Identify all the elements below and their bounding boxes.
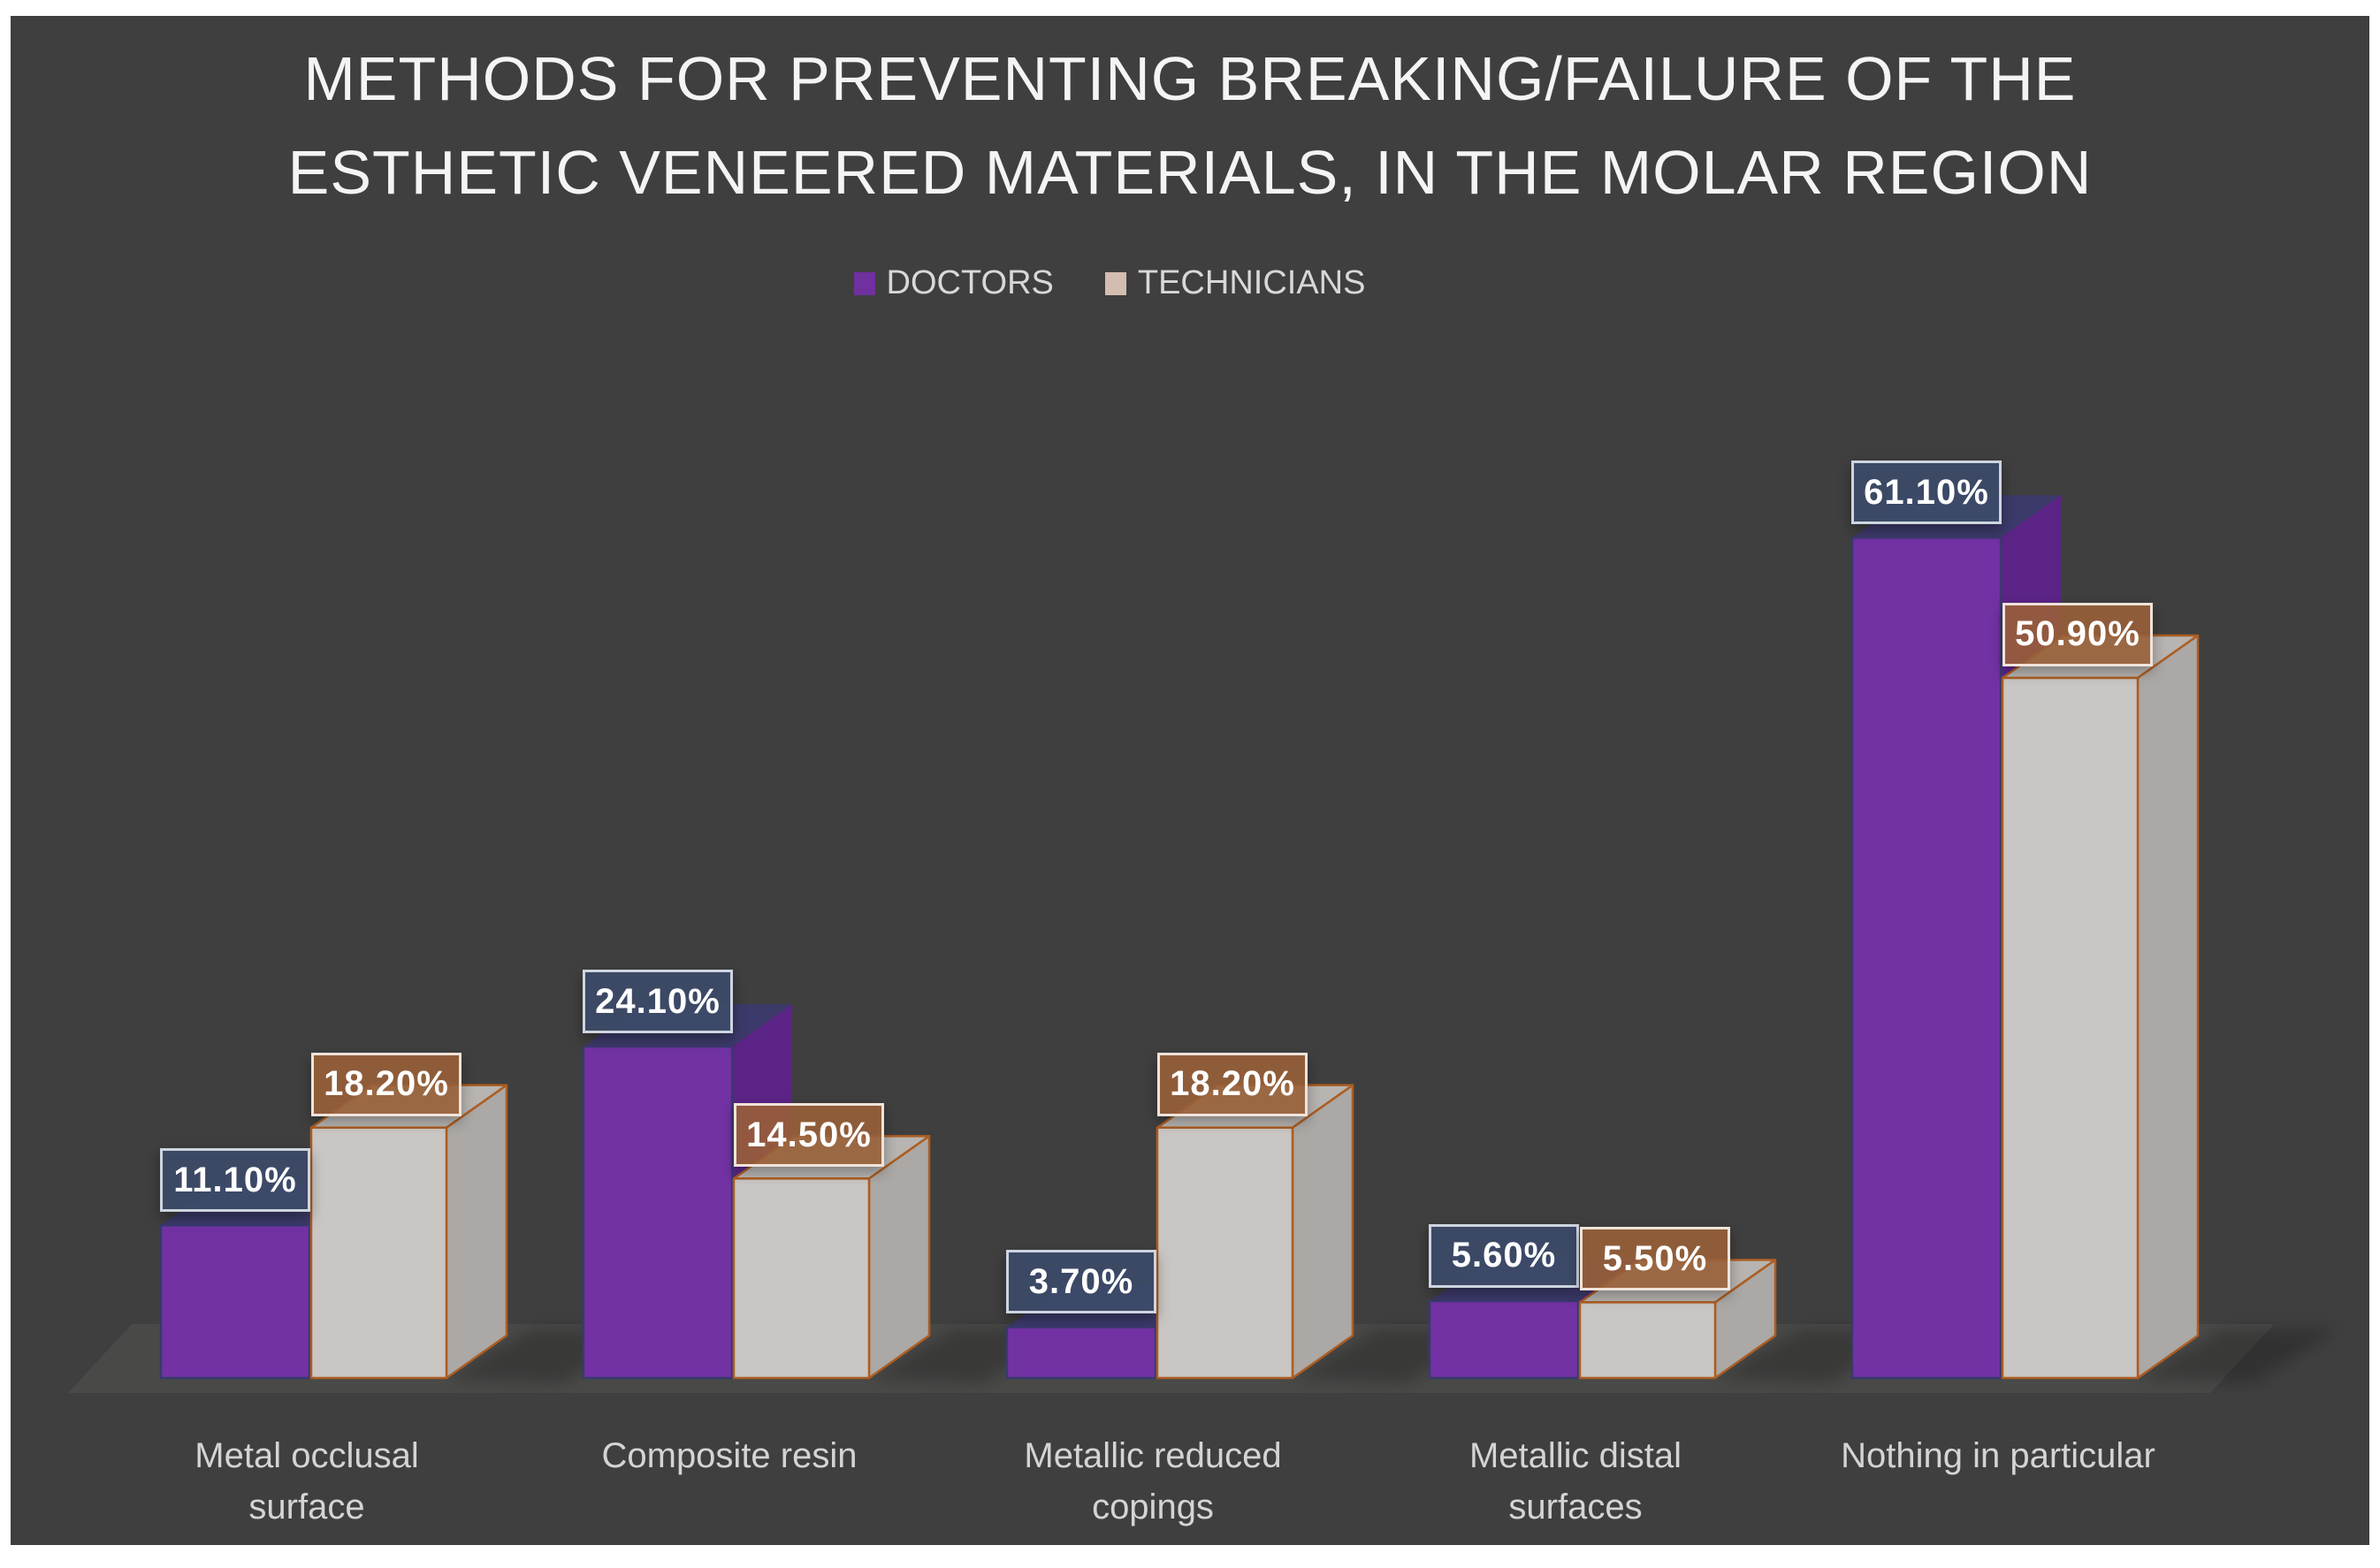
legend-label-technicians: TECHNICIANS <box>1137 264 1366 301</box>
legend-item-doctors: DOCTORS <box>853 264 1054 302</box>
chart-panel <box>11 16 2369 1545</box>
legend-label-doctors: DOCTORS <box>886 264 1054 301</box>
chart-title-line-1: METHODS FOR PREVENTING BREAKING/FAILURE … <box>303 44 2077 113</box>
legend-item-technicians: TECHNICIANS <box>1104 264 1366 302</box>
legend-swatch-doctors <box>853 271 875 295</box>
legend-swatch-technicians <box>1104 271 1126 295</box>
chart-title-line-2: ESTHETIC VENEERED MATERIALS, IN THE MOLA… <box>287 138 2093 207</box>
legend: DOCTORS TECHNICIANS <box>0 264 2380 302</box>
chart-title: METHODS FOR PREVENTING BREAKING/FAILURE … <box>0 32 2380 219</box>
